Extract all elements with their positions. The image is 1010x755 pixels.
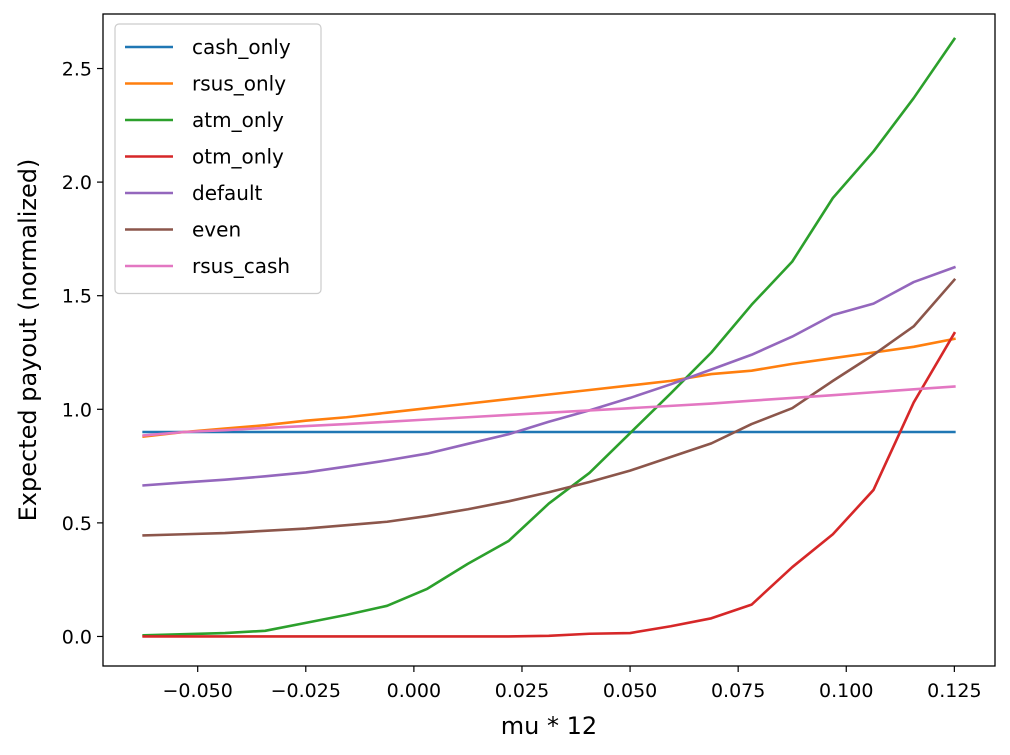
y-tick-label: 2.0 bbox=[62, 172, 92, 194]
y-tick-label: 1.5 bbox=[62, 286, 92, 308]
legend-label-atm-only: atm_only bbox=[192, 108, 284, 132]
x-tick-label: 0.050 bbox=[603, 680, 657, 702]
y-tick-label: 0.0 bbox=[62, 626, 92, 648]
x-tick-label: 0.100 bbox=[819, 680, 873, 702]
legend-label-cash-only: cash_only bbox=[192, 35, 291, 59]
plot-frame bbox=[102, 13, 996, 667]
x-axis: −0.050 −0.025 0.000 0.025 0.050 0.075 0.100 0.1… bbox=[163, 666, 982, 702]
x-tick-label: 0.000 bbox=[387, 680, 441, 702]
series-line-rsus-cash bbox=[142, 385, 956, 437]
y-tick-label: 1.0 bbox=[62, 399, 92, 421]
legend-label-otm-only: otm_only bbox=[192, 145, 284, 169]
y-axis: 0.0 0.5 1.0 1.5 2.0 2.5 bbox=[62, 59, 103, 648]
series-line-rsus-only bbox=[142, 337, 956, 438]
legend-label-rsus-only: rsus_only bbox=[192, 72, 286, 96]
y-axis-label: Expected payout (normalized) bbox=[14, 159, 42, 522]
legend-box bbox=[114, 23, 322, 295]
series-line-atm-only bbox=[142, 37, 957, 637]
legend: cash_only rsus_only atm_only otm_onlydefaul… bbox=[114, 23, 322, 295]
y-tick-label: 2.5 bbox=[62, 59, 92, 81]
x-tick-label: 0.125 bbox=[927, 680, 981, 702]
y-tick-label: 0.5 bbox=[62, 513, 92, 535]
legend-label-default: default bbox=[192, 181, 263, 205]
x-tick-label: 0.025 bbox=[495, 680, 549, 702]
series-layer bbox=[142, 37, 957, 638]
x-tick-label: −0.050 bbox=[163, 680, 233, 702]
legend-label-even: even bbox=[192, 218, 241, 242]
series-line-otm-only bbox=[142, 331, 957, 638]
series-line-default bbox=[142, 265, 957, 487]
legend-label-rsus-cash: rsus_cash bbox=[192, 254, 290, 278]
series-line-even bbox=[142, 277, 957, 537]
x-tick-label: −0.025 bbox=[271, 680, 341, 702]
x-tick-label: 0.075 bbox=[711, 680, 765, 702]
x-axis-label: mu * 12 bbox=[501, 712, 597, 740]
